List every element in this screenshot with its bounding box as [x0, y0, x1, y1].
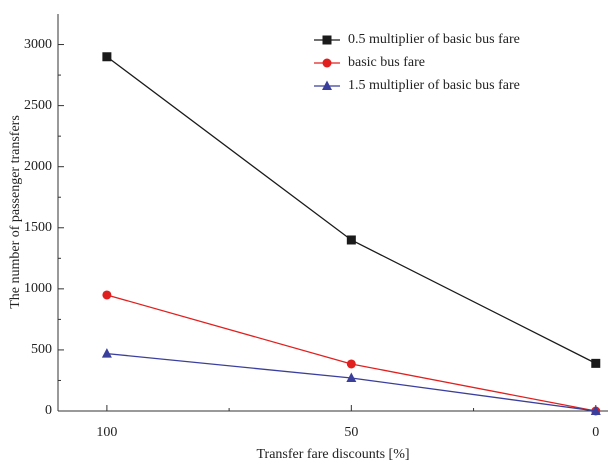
marker — [102, 52, 112, 62]
y-axis-label: The number of passenger transfers — [8, 115, 23, 309]
legend-label: 1.5 multiplier of basic bus fare — [348, 78, 520, 93]
marker — [102, 290, 112, 300]
y-tick-label: 1500 — [24, 220, 52, 235]
marker — [322, 58, 332, 68]
x-axis-label: Transfer fare discounts [%] — [256, 447, 409, 462]
marker — [101, 348, 112, 358]
legend-label: 0.5 multiplier of basic bus fare — [348, 32, 520, 47]
y-tick-label: 2500 — [24, 98, 52, 113]
y-tick-label: 1000 — [24, 281, 52, 296]
marker — [322, 35, 332, 45]
marker — [590, 405, 601, 415]
marker — [346, 235, 356, 245]
marker — [346, 359, 356, 369]
y-tick-label: 500 — [31, 342, 52, 357]
x-tick-label: 100 — [96, 425, 117, 440]
marker — [346, 372, 357, 383]
series-line — [106, 56, 597, 364]
marker — [591, 358, 601, 368]
series-line — [106, 294, 596, 412]
y-tick-label: 3000 — [24, 37, 52, 52]
x-tick-label: 0 — [592, 425, 599, 440]
x-tick-label: 50 — [344, 425, 358, 440]
legend-label: basic bus fare — [348, 55, 425, 70]
y-tick-label: 2000 — [24, 159, 52, 174]
y-tick-label: 0 — [45, 403, 52, 418]
marker — [322, 80, 332, 90]
